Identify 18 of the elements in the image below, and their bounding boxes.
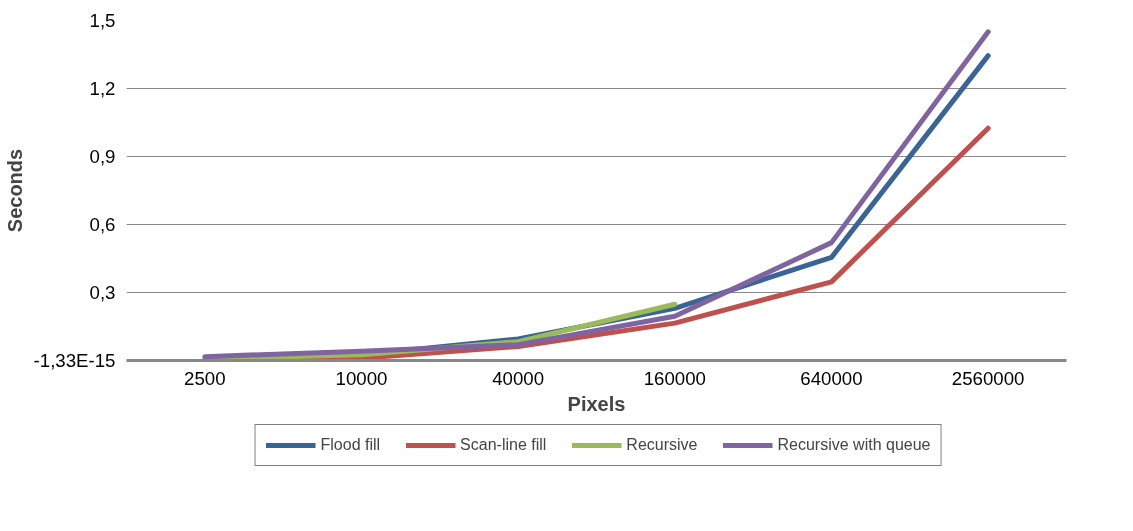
y-tick-label: 1,5 bbox=[89, 10, 116, 31]
x-tick-label: 2500 bbox=[184, 367, 226, 389]
x-tick-label: 40000 bbox=[492, 367, 545, 389]
y-tick-label: 0,3 bbox=[89, 282, 116, 303]
y-tick-label: 0,9 bbox=[89, 146, 116, 167]
x-tick-label: 640000 bbox=[800, 367, 863, 389]
x-tick-label: 2560000 bbox=[951, 367, 1025, 389]
y-tick-label: 0,6 bbox=[89, 214, 116, 235]
legend-label: Flood fill bbox=[320, 435, 381, 454]
x-tick-label: 160000 bbox=[643, 367, 706, 389]
x-tick-label: 10000 bbox=[335, 367, 388, 389]
x-axis-title: Pixels bbox=[567, 392, 626, 415]
legend-label: Recursive bbox=[626, 435, 698, 454]
legend-label: Recursive with queue bbox=[777, 435, 931, 454]
y-tick-label: -1,33E-15 bbox=[33, 350, 116, 371]
legend-label: Scan-line fill bbox=[460, 435, 547, 454]
y-axis-title: Seconds bbox=[3, 148, 26, 233]
y-tick-label: 1,2 bbox=[89, 78, 116, 99]
